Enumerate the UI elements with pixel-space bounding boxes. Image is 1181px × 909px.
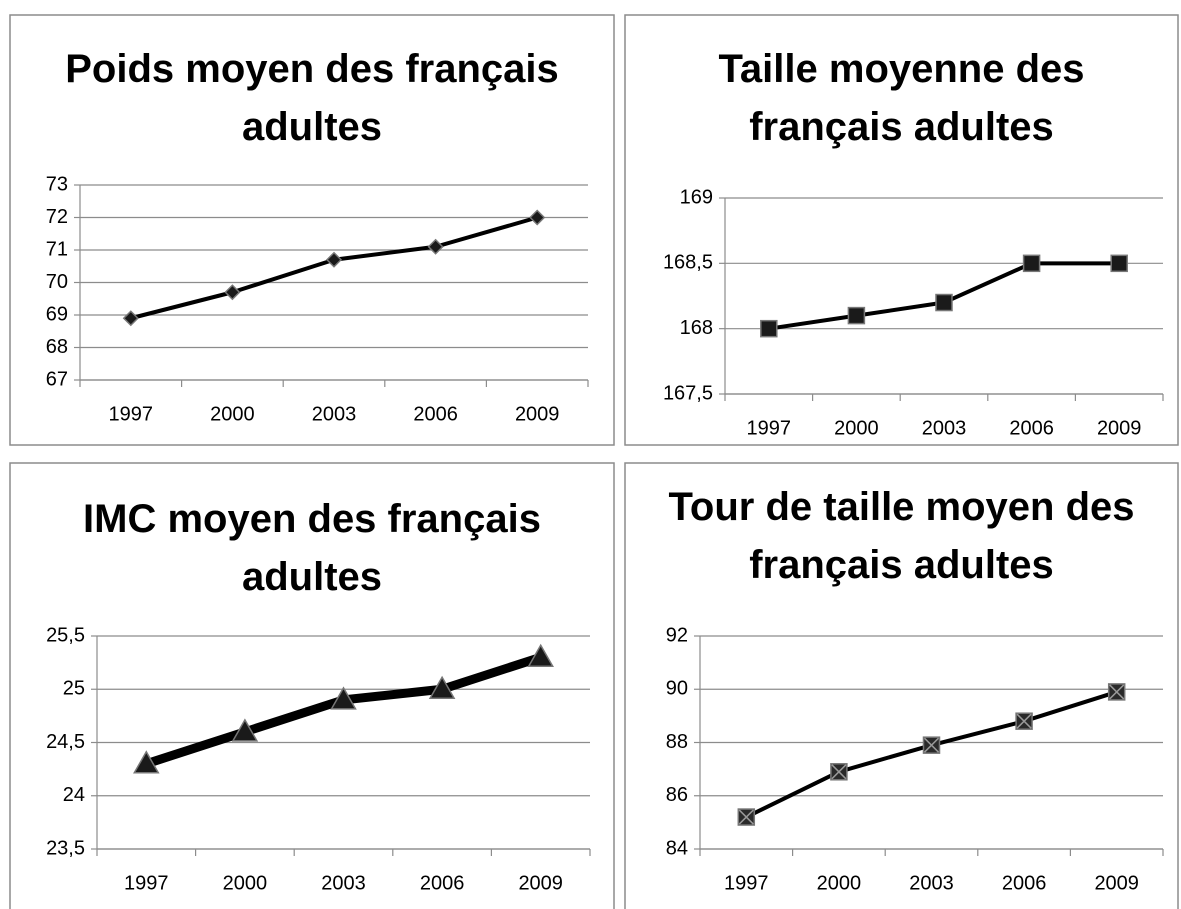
panel-border — [624, 462, 1179, 909]
x-tick-label: 1997 — [109, 403, 154, 425]
marker — [122, 310, 139, 327]
y-tick-label: 88 — [666, 731, 688, 753]
x-tick-label: 1997 — [747, 417, 792, 439]
x-tick-label: 2000 — [834, 417, 879, 439]
y-tick-label: 71 — [46, 238, 68, 260]
marker — [830, 763, 848, 781]
y-tick-label: 24 — [63, 784, 85, 806]
line — [144, 653, 543, 769]
line — [130, 215, 538, 321]
marker — [1107, 683, 1126, 701]
x-tick-label: 2009 — [515, 403, 560, 425]
marker — [847, 306, 866, 325]
marker — [527, 643, 554, 668]
x-tick-label: 2003 — [909, 872, 954, 894]
x-tick-label: 2003 — [321, 872, 366, 894]
y-tick-label: 67 — [46, 368, 68, 390]
panel-border — [9, 14, 615, 446]
x-tick-label: 2009 — [1097, 417, 1142, 439]
marker — [737, 808, 756, 826]
x-tick-label: 1997 — [124, 872, 169, 894]
x-tick-label: 2009 — [1094, 872, 1139, 894]
marker — [325, 251, 343, 268]
y-tick-label: 23,5 — [46, 837, 85, 859]
line — [745, 690, 1118, 819]
marker-cross — [923, 737, 940, 753]
y-tick-label: 72 — [46, 206, 68, 228]
y-tick-label: 168,5 — [663, 252, 713, 274]
y-tick-label: 84 — [666, 837, 688, 859]
marker — [330, 686, 357, 710]
marker — [428, 675, 456, 699]
marker — [1015, 712, 1033, 730]
marker — [231, 718, 259, 742]
y-tick-label: 24,5 — [46, 731, 85, 753]
x-tick-label: 2006 — [420, 872, 465, 894]
marker — [922, 736, 941, 754]
panel-border — [9, 462, 615, 909]
marker — [427, 238, 444, 255]
x-tick-label: 2009 — [518, 872, 563, 894]
chart-title: Taille moyenne des français adultes — [718, 47, 1085, 149]
y-tick-label: 90 — [666, 678, 688, 700]
marker — [133, 750, 160, 774]
y-tick-label: 92 — [666, 624, 688, 646]
x-tick-label: 2006 — [1009, 417, 1054, 439]
marker — [1022, 254, 1041, 273]
marker — [935, 293, 953, 312]
x-tick-label: 2000 — [223, 872, 268, 894]
y-tick-label: 69 — [46, 303, 68, 325]
x-tick-label: 1997 — [724, 872, 769, 894]
x-tick-label: 2006 — [413, 403, 458, 425]
y-tick-label: 167,5 — [663, 382, 713, 404]
x-tick-label: 2000 — [817, 872, 862, 894]
marker-cross — [831, 764, 847, 780]
x-tick-label: 2000 — [210, 403, 255, 425]
y-tick-label: 25 — [63, 678, 85, 700]
y-tick-label: 169 — [680, 186, 713, 208]
y-tick-label: 25,5 — [46, 624, 85, 646]
marker — [529, 209, 546, 226]
chart-title: Poids moyen des français adultes — [65, 47, 559, 149]
marker — [224, 284, 241, 301]
marker-cross — [1016, 713, 1032, 729]
x-tick-label: 2003 — [312, 403, 357, 425]
panel-border — [624, 14, 1179, 446]
chart-title: IMC moyen des français adultes — [83, 497, 541, 599]
x-tick-label: 2003 — [922, 417, 967, 439]
chart-title: Tour de taille moyen des français adulte… — [668, 485, 1135, 587]
y-tick-label: 70 — [46, 271, 68, 293]
y-tick-label: 73 — [46, 173, 68, 195]
y-tick-label: 168 — [680, 317, 713, 339]
marker — [1110, 254, 1128, 273]
x-tick-label: 2006 — [1002, 872, 1047, 894]
marker-cross — [1109, 684, 1125, 700]
y-tick-label: 86 — [666, 784, 688, 806]
marker — [760, 319, 778, 338]
marker-cross — [738, 809, 754, 825]
y-tick-label: 68 — [46, 336, 68, 358]
